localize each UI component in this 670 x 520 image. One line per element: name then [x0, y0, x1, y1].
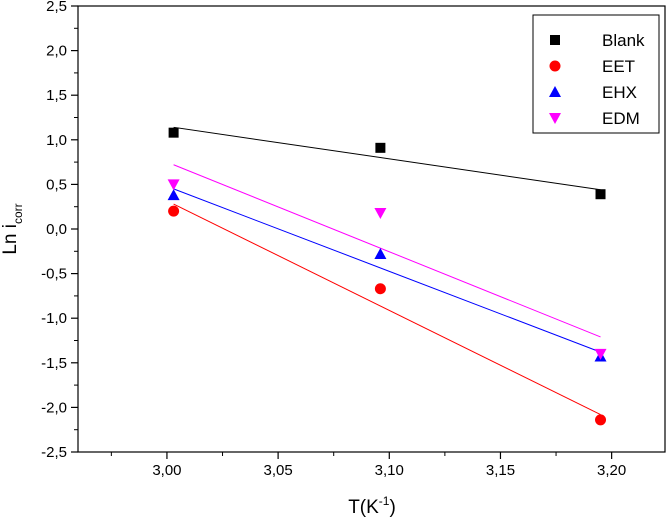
legend-marker-blank — [550, 35, 560, 45]
data-point-blank — [168, 127, 179, 138]
legend-label-ehx: EHX — [602, 83, 637, 102]
legend: Blank EET EHX EDM — [532, 14, 660, 134]
y-tick-label: -0,5 — [41, 266, 67, 283]
x-tick-label: 3,20 — [597, 462, 626, 479]
y-tick-label: -2,5 — [41, 444, 67, 461]
data-point-ehx — [167, 189, 180, 201]
y-tick-label: -2,0 — [41, 399, 67, 416]
legend-marker-edm — [549, 113, 561, 124]
data-point-eet — [595, 414, 607, 426]
y-tick-label: 1,5 — [46, 87, 67, 104]
x-tick-label: 3,15 — [486, 462, 515, 479]
y-tick-label: 2,0 — [46, 43, 67, 60]
data-point-eet — [374, 283, 386, 295]
x-tick-label: 3,10 — [375, 462, 404, 479]
y-axis-title: Ln icorr — [0, 203, 25, 254]
fit-line-edm — [173, 164, 601, 338]
y-tick-label: -1,0 — [41, 310, 67, 327]
fit-line-blank — [173, 126, 601, 191]
legend-label-edm: EDM — [602, 109, 640, 128]
data-point-edm — [594, 348, 607, 360]
legend-label-blank: Blank — [602, 31, 645, 50]
data-point-blank — [375, 142, 386, 153]
y-tick-label: 2,5 — [46, 0, 67, 15]
x-axis: 3,00 3,05 3,10 3,15 3,20 — [110, 452, 626, 479]
data-point-blank — [595, 189, 606, 200]
data-point-edm — [374, 207, 387, 219]
y-axis: 2,5 2,0 1,5 1,0 0,5 0,0 -0,5 -1,0 -1,5 -2,0 -2,5 — [41, 0, 78, 461]
y-tick-label: -1,5 — [41, 355, 67, 372]
data-point-eet — [168, 205, 180, 217]
fit-line-eet — [173, 203, 601, 415]
data-markers — [167, 127, 607, 426]
legend-marker-ehx — [549, 86, 561, 97]
legend-label-eet: EET — [602, 57, 635, 76]
legend-marker-eet — [549, 60, 561, 72]
data-point-edm — [167, 179, 180, 191]
x-tick-label: 3,05 — [264, 462, 293, 479]
x-axis-title: T(K-1) — [348, 494, 396, 518]
y-tick-label: 0,5 — [46, 176, 67, 193]
x-tick-label: 3,00 — [152, 462, 181, 479]
fit-lines — [173, 126, 601, 415]
y-tick-label: 0,0 — [46, 221, 67, 238]
y-tick-label: 1,0 — [46, 132, 67, 149]
fit-line-ehx — [173, 188, 601, 353]
data-point-ehx — [374, 247, 387, 259]
